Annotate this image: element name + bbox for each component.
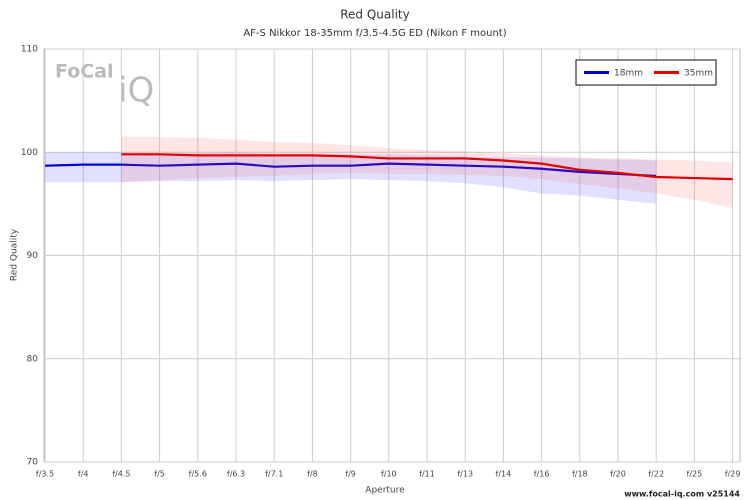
x-tick-label: f/3.5 [36,470,54,479]
x-tick-label: f/6.3 [227,470,245,479]
x-tick-label: f/25 [687,470,703,479]
x-tick-label: f/14 [496,470,512,479]
y-axis-label: Red Quality [10,228,20,281]
x-tick-label: f/5 [154,470,165,479]
x-tick-label: f/4.5 [112,470,130,479]
footer: www.focal-iq.com v25144 [624,490,740,499]
watermark: iQ [118,71,154,111]
x-tick-label: f/20 [610,470,626,479]
y-tick-label: 110 [21,45,38,55]
legend-label: 35mm [684,69,713,79]
x-tick-label: f/9 [345,470,356,479]
x-tick-label: f/8 [307,470,318,479]
y-tick-label: 80 [27,354,39,364]
y-tick-label: 100 [21,148,38,158]
chart-subtitle: AF-S Nikkor 18-35mm f/3.5-4.5G ED (Nikon… [243,28,506,39]
legend-label: 18mm [614,69,643,79]
chart-title: Red Quality [340,8,410,22]
x-tick-label: f/18 [572,470,588,479]
watermark: FoCal [55,61,114,83]
x-tick-label: f/16 [534,470,550,479]
x-tick-label: f/13 [457,470,473,479]
x-tick-label: f/22 [648,470,664,479]
y-tick-label: 90 [27,251,39,261]
x-tick-label: f/10 [381,470,397,479]
x-tick-label: f/4 [78,470,89,479]
y-tick-label: 70 [27,458,39,468]
x-tick-label: f/7.1 [265,470,283,479]
x-tick-label: f/5.6 [189,470,207,479]
line [121,153,733,181]
x-tick-label: f/29 [725,470,741,479]
x-axis-label: Aperture [365,486,405,496]
x-tick-label: f/11 [419,470,435,479]
line [44,162,657,178]
